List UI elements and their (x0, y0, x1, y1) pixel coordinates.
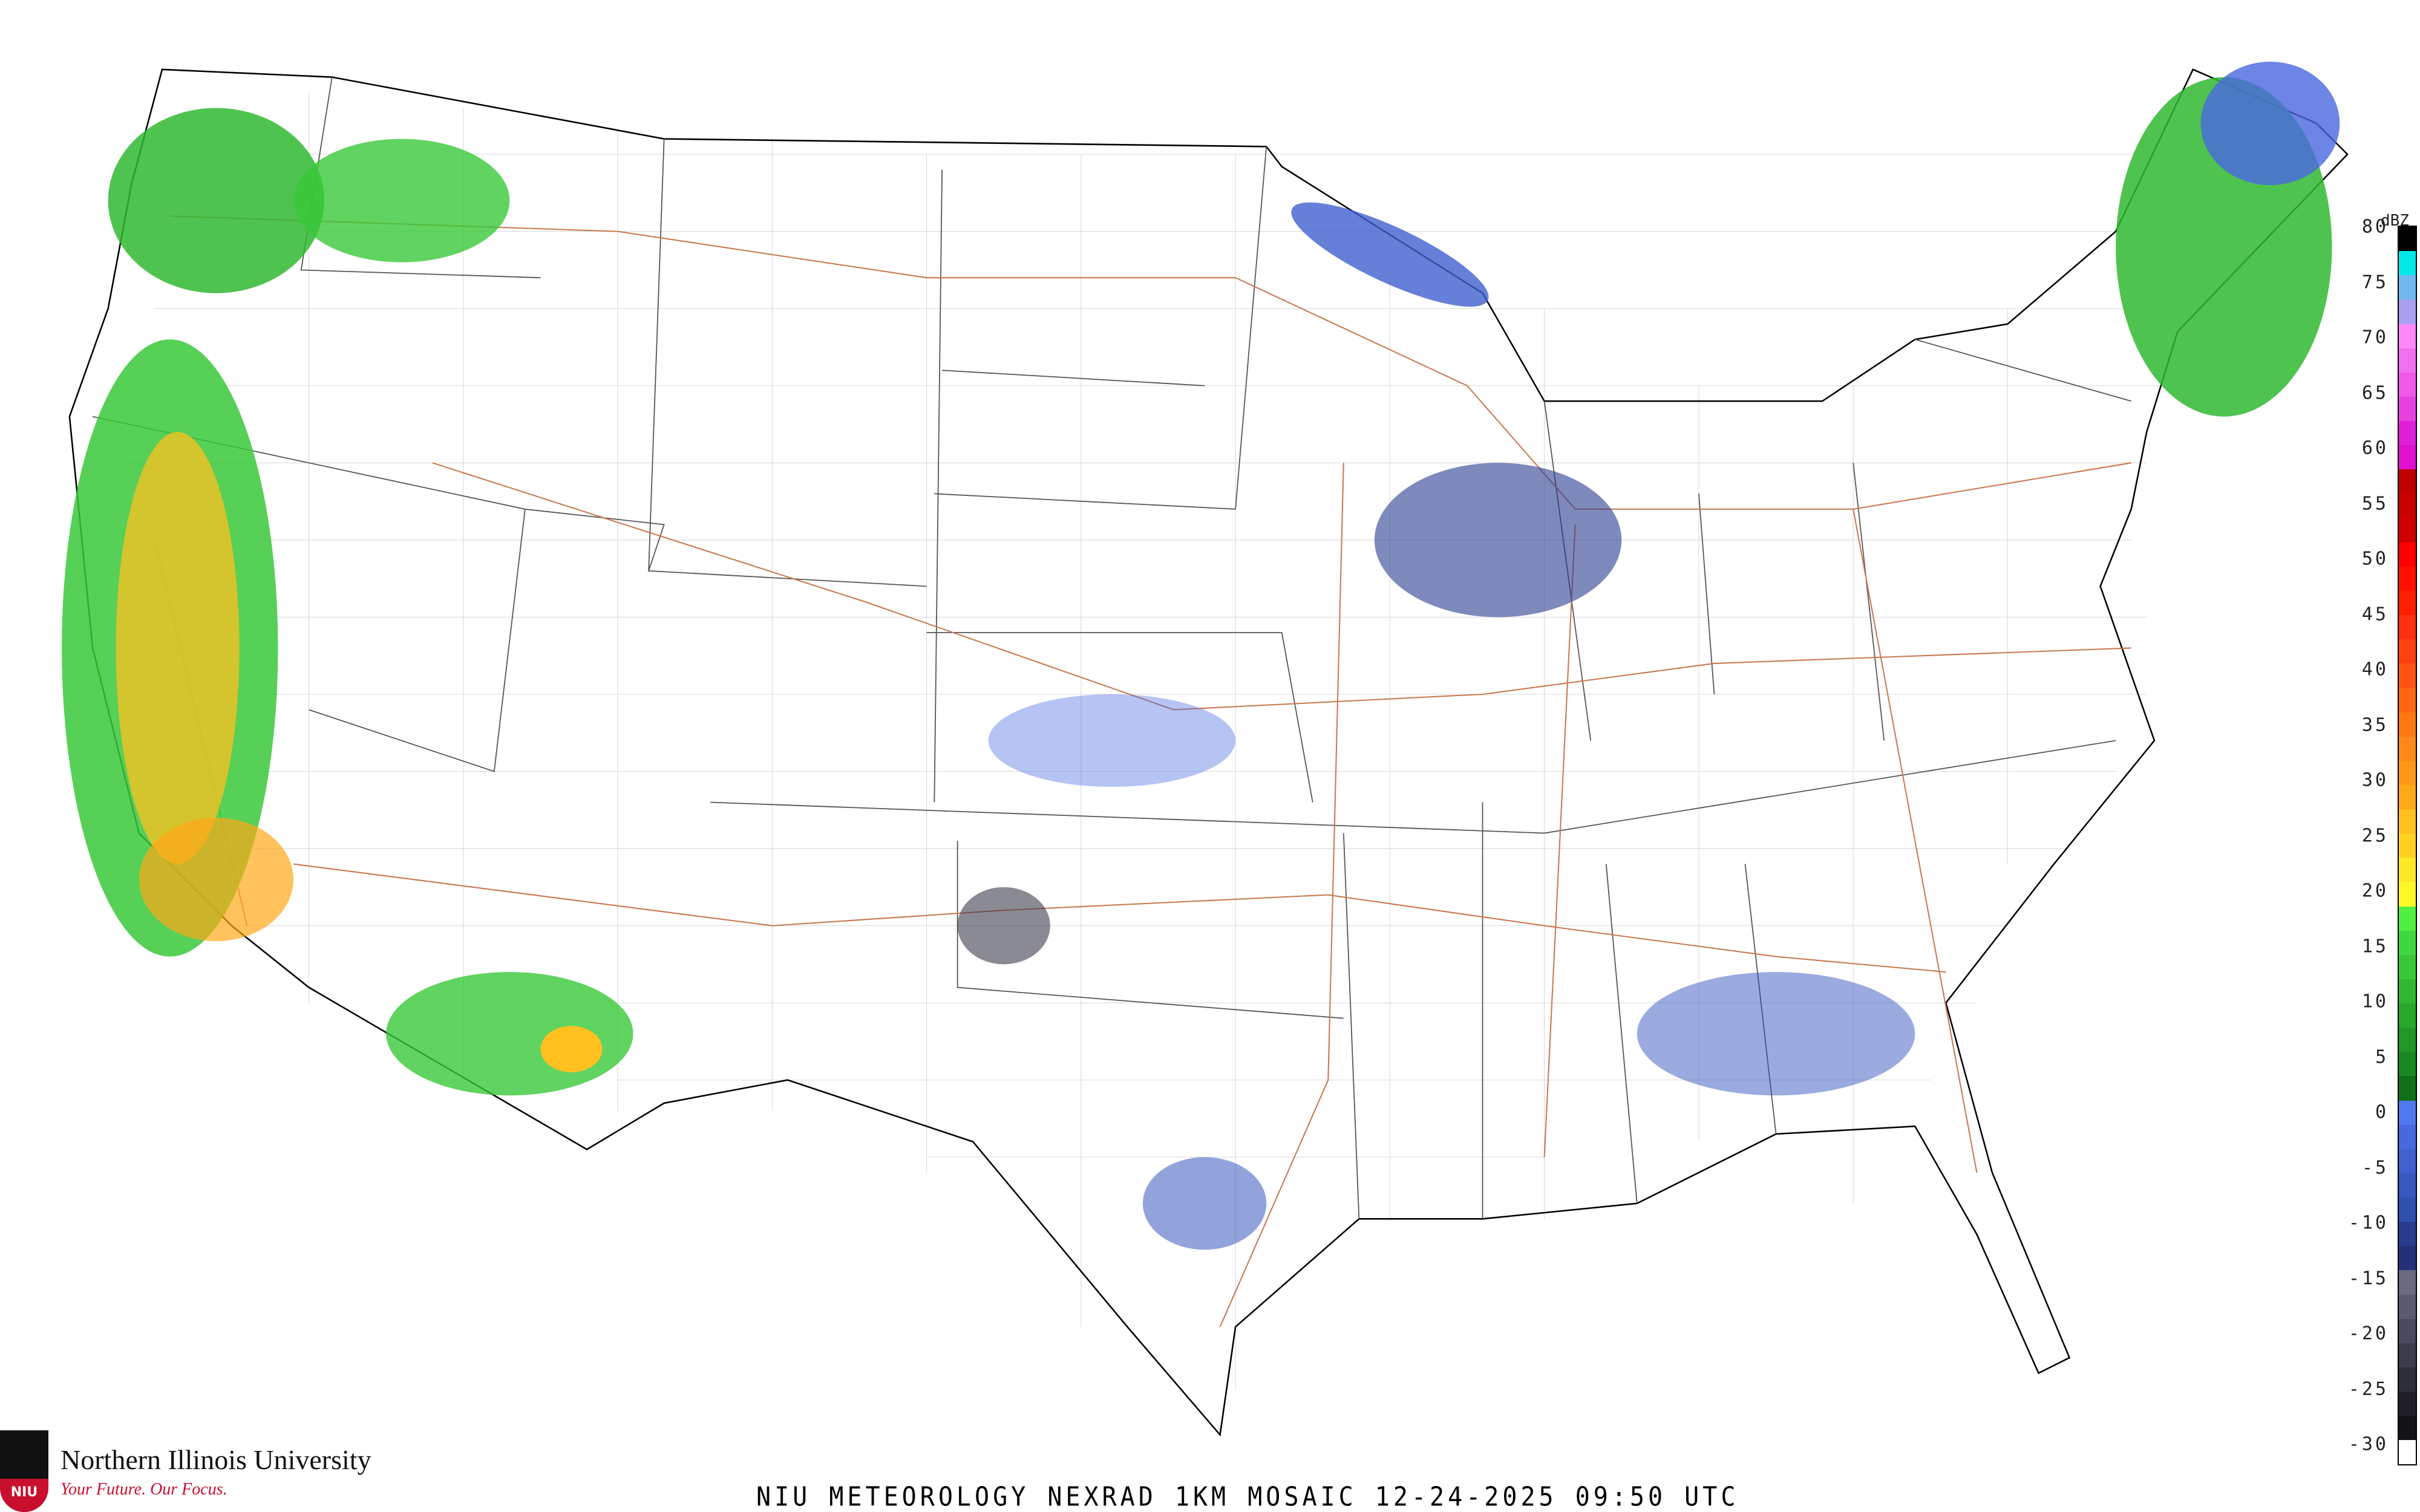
legend-color-step (2399, 348, 2416, 373)
mosaic-title: NIU METEOROLOGY NEXRAD 1KM MOSAIC 12-24-… (756, 1481, 1739, 1512)
legend-tick-label: 15 (2361, 936, 2389, 957)
legend-color-step (2399, 712, 2416, 737)
legend-tick-label: 25 (2361, 825, 2389, 846)
legend-color-step (2399, 469, 2416, 494)
legend-tick-label: -20 (2348, 1323, 2389, 1344)
legend-tick-label: 20 (2361, 880, 2389, 902)
legend-tick-label: 55 (2361, 493, 2389, 514)
legend-color-step (2399, 590, 2416, 615)
echo-texas (1142, 1157, 1267, 1250)
echo-socal (139, 818, 294, 942)
legend-tick-label: 65 (2361, 382, 2389, 403)
radar-echoes (62, 62, 2340, 1250)
legend-color-step (2399, 615, 2416, 640)
legend-color-step (2399, 1318, 2416, 1343)
legend-color-step (2399, 1392, 2416, 1416)
legend-color-step (2399, 688, 2416, 712)
echo-idaho (293, 138, 510, 262)
legend-color-step (2399, 421, 2416, 446)
legend-color-step (2399, 833, 2416, 858)
legend-tick-label: 35 (2361, 714, 2389, 735)
legend-color-step (2399, 227, 2416, 252)
echo-minnesota (1291, 202, 1489, 307)
color-scale-bar (2398, 226, 2417, 1465)
legend-tick-label: -5 (2361, 1157, 2389, 1178)
legend-tick-label: 80 (2361, 216, 2389, 238)
legend-color-step (2399, 372, 2416, 397)
legend-color-step (2399, 299, 2416, 324)
echo-california-core (116, 432, 240, 864)
legend-color-step (2399, 760, 2416, 785)
legend-tick-label: 45 (2361, 604, 2389, 625)
legend-tick-label: 5 (2375, 1046, 2389, 1067)
legend-color-step (2399, 566, 2416, 591)
legend-color-step (2399, 542, 2416, 567)
legend-tick-label: 50 (2361, 548, 2389, 570)
echo-midwest (1374, 463, 1622, 618)
legend-color-step (2399, 979, 2416, 1003)
legend-color-step (2399, 930, 2416, 955)
legend-color-step (2399, 1367, 2416, 1392)
legend-tick-label: 60 (2361, 437, 2389, 459)
legend-color-step (2399, 1124, 2416, 1149)
legend-color-step (2399, 1149, 2416, 1173)
legend-tick-label: 40 (2361, 659, 2389, 680)
legend-tick-label: 30 (2361, 769, 2389, 791)
legend-color-step (2399, 1173, 2416, 1198)
legend-color-step (2399, 1343, 2416, 1367)
echo-oklahoma (957, 887, 1050, 965)
legend-tick-label: -30 (2348, 1433, 2389, 1455)
legend-color-step (2399, 1076, 2416, 1101)
legend-color-step (2399, 954, 2416, 979)
legend-color-step (2399, 251, 2416, 276)
legend-color-step (2399, 1028, 2416, 1052)
legend-tick-label: -25 (2348, 1378, 2389, 1400)
legend-color-step (2399, 1416, 2416, 1441)
legend-labels: 80 75 70 65 60 55 50 45 40 35 30 25 20 15 10 5 0 -5 -10 -15… (2349, 215, 2420, 1473)
legend-color-step (2399, 324, 2416, 348)
legend-tick-label: 75 (2361, 272, 2389, 293)
legend-tick-label: 70 (2361, 327, 2389, 348)
echo-arizona (386, 972, 633, 1096)
legend-color-step (2399, 1246, 2416, 1271)
legend-color-step (2399, 445, 2416, 470)
legend-color-step (2399, 663, 2416, 688)
legend-color-step (2399, 784, 2416, 809)
county-grid (123, 93, 2193, 1389)
echo-southeast (1637, 972, 1915, 1096)
legend-color-step (2399, 736, 2416, 761)
legend-color-step (2399, 809, 2416, 834)
legend-tick-label: -15 (2348, 1268, 2389, 1289)
legend-tick-label: 10 (2361, 991, 2389, 1012)
legend-color-step (2399, 1440, 2416, 1465)
niu-seal-icon: NIU (0, 1430, 48, 1512)
legend-color-step (2399, 1052, 2416, 1077)
legend-color-step (2399, 858, 2416, 882)
echo-maine-blue (2200, 62, 2340, 186)
echo-pacific-nw (108, 108, 325, 293)
echo-kansas (988, 694, 1236, 787)
legend-color-step (2399, 1198, 2416, 1222)
legend-color-step (2399, 882, 2416, 907)
legend-color-step (2399, 906, 2416, 931)
university-name: Northern Illinois University (60, 1444, 371, 1475)
legend-color-step (2399, 1003, 2416, 1028)
legend-color-step (2399, 639, 2416, 664)
niu-logo: NIU Northern Illinois University Your Fu… (0, 1430, 436, 1512)
legend-tick-label: 0 (2375, 1101, 2389, 1123)
legend-color-step (2399, 275, 2416, 300)
legend-color-step (2399, 1222, 2416, 1246)
legend-tick-label: -10 (2348, 1212, 2389, 1234)
legend-color-step (2399, 494, 2416, 518)
echo-arizona-core (540, 1026, 603, 1072)
legend-color-step (2399, 1270, 2416, 1295)
legend-color-step (2399, 518, 2416, 543)
legend-color-step (2399, 396, 2416, 421)
legend-color-step (2399, 1294, 2416, 1319)
legend-color-step (2399, 1100, 2416, 1125)
university-tagline: Your Future. Our Focus. (60, 1480, 227, 1499)
